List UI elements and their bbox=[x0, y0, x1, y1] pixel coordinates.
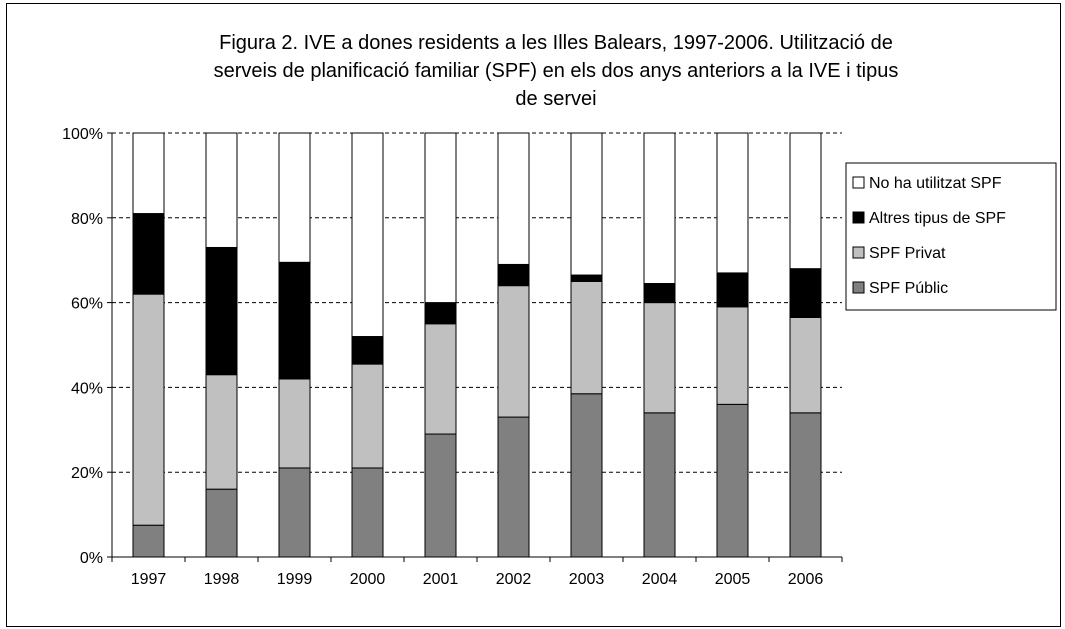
x-tick-label: 1999 bbox=[277, 571, 313, 588]
bar-segment bbox=[351, 363, 384, 469]
x-tick-label: 1997 bbox=[131, 571, 167, 588]
chart-title: Figura 2. IVE a dones residents a les Il… bbox=[214, 32, 899, 110]
bar-segment bbox=[205, 488, 238, 558]
chart-title-line-2: serveis de planificació familiar (SPF) e… bbox=[214, 60, 899, 82]
bar-segment bbox=[643, 132, 676, 285]
bar-segment bbox=[351, 336, 384, 365]
x-tick-label: 2003 bbox=[569, 571, 605, 588]
bar-segment bbox=[497, 416, 530, 558]
bar-segment bbox=[643, 412, 676, 558]
bar-segment bbox=[424, 433, 457, 558]
bar-segment bbox=[278, 261, 311, 380]
y-tick-label: 80% bbox=[71, 211, 103, 228]
legend-swatch bbox=[852, 246, 865, 259]
chart-frame bbox=[6, 3, 1061, 627]
bar-segment bbox=[570, 274, 603, 282]
axes bbox=[107, 132, 843, 562]
bar-segment bbox=[789, 316, 822, 414]
y-tick-label: 20% bbox=[71, 465, 103, 482]
bar-segment bbox=[278, 378, 311, 469]
y-tick-label: 0% bbox=[80, 550, 103, 567]
bar-segment bbox=[351, 132, 384, 338]
bar-segment bbox=[132, 524, 165, 558]
bar-segment bbox=[424, 132, 457, 304]
bar-segment bbox=[132, 293, 165, 526]
legend-swatch bbox=[852, 281, 865, 294]
bar-segment bbox=[497, 285, 530, 418]
x-tick-label: 2000 bbox=[350, 571, 386, 588]
x-tick-label: 2006 bbox=[788, 571, 824, 588]
bars bbox=[132, 132, 822, 558]
x-tick-labels: 1997 1998 1999 2000 2001 2002 2003 2004 2005 2006 bbox=[131, 571, 824, 588]
bar-segment bbox=[278, 467, 311, 558]
bar-segment bbox=[716, 403, 749, 558]
legend: No ha utilitzat SPF Altres tipus de SPF SP… bbox=[845, 162, 1057, 311]
bar-segment bbox=[570, 393, 603, 558]
bar-segment bbox=[424, 302, 457, 325]
bar-segment bbox=[716, 306, 749, 405]
bar-segment bbox=[497, 132, 530, 265]
x-tick-label: 2001 bbox=[423, 571, 459, 588]
bar-segment bbox=[497, 263, 530, 287]
bar-segment bbox=[205, 374, 238, 490]
legend-label: SPF Privat bbox=[869, 245, 946, 262]
legend-swatch bbox=[852, 176, 865, 189]
bar-segment bbox=[643, 302, 676, 414]
x-tick-label: 2004 bbox=[642, 571, 678, 588]
bar-segment bbox=[570, 132, 603, 276]
bar-segment bbox=[570, 280, 603, 395]
x-tick-label: 1998 bbox=[204, 571, 240, 588]
bar-segment bbox=[205, 132, 238, 248]
bar-segment bbox=[789, 132, 822, 270]
bar-segment bbox=[424, 323, 457, 435]
bar-segment bbox=[132, 132, 165, 215]
bar-segment bbox=[716, 132, 749, 274]
legend-label: Altres tipus de SPF bbox=[869, 210, 1006, 227]
bar-segment bbox=[132, 213, 165, 295]
legend-swatch bbox=[852, 211, 865, 224]
bar-segment bbox=[716, 272, 749, 308]
legend-label: SPF Públic bbox=[869, 280, 948, 297]
y-tick-label: 40% bbox=[71, 380, 103, 397]
x-tick-label: 2002 bbox=[496, 571, 532, 588]
bar-segment bbox=[789, 268, 822, 318]
bar-segment bbox=[789, 412, 822, 558]
bar-segment bbox=[643, 283, 676, 304]
legend-box bbox=[845, 162, 1057, 311]
bar-segment bbox=[205, 246, 238, 376]
y-tick-label: 60% bbox=[71, 296, 103, 313]
chart-title-line-3: de servei bbox=[515, 88, 596, 110]
legend-label: No ha utilitzat SPF bbox=[869, 175, 1002, 192]
bar-segment bbox=[351, 467, 384, 558]
y-tick-label: 100% bbox=[62, 126, 103, 143]
bar-segment bbox=[278, 132, 311, 263]
x-tick-label: 2005 bbox=[715, 571, 751, 588]
chart-title-line-1: Figura 2. IVE a dones residents a les Il… bbox=[219, 32, 893, 54]
y-tick-labels: 0% 20% 40% 60% 80% 100% bbox=[62, 126, 103, 567]
